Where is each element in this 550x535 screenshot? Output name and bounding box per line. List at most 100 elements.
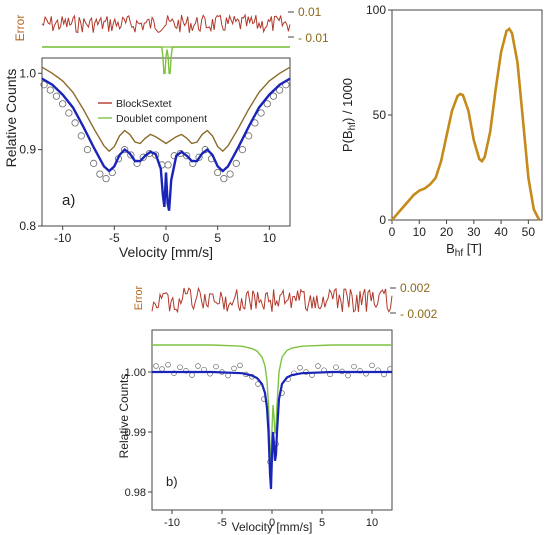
hf-ticks-x-tick-label: 20 [440,225,454,239]
panel-hf-xlabel: Bhf [T] [446,241,482,259]
panel-b-label: b) [166,474,178,489]
panel-b-error-tick-label-top: 0.002 [400,281,430,295]
panel-b-data-point [351,363,357,370]
panel-b-data-point [165,362,171,368]
panel-a-error-tick-label-top: 0.01 [298,5,322,19]
panel-b-data-point [255,381,261,387]
panel-a-error-strip: Error 0.01 - 0.01 [13,5,329,48]
a-ticks-y-tick-label: 0.8 [19,219,36,233]
b-ticks-y-tick-label: 1.00 [125,367,146,379]
panel-a-error-residuals [41,13,291,34]
hf-ticks-y-tick-label: 0 [379,213,386,227]
panel-a-data-point [127,151,135,159]
panel-a-data-point [65,109,73,117]
b-ticks-y-tick-label: 0.98 [125,487,146,499]
panel-a-doublet-line [42,46,290,75]
panel-b-data-point [315,363,321,369]
panel-a-data-point [102,175,110,183]
panel-a-data-point [238,146,247,154]
hf-ticks-x-tick-label: 50 [522,225,536,239]
panel-a-data-point [257,109,265,117]
panel-b-error-label: Error [133,285,145,310]
hf-ticks-x-tick-label: 30 [467,225,481,239]
panel-a-error-tick-label-bottom: - 0.01 [298,31,329,45]
panel-hf-xlabel-main: B [446,241,455,256]
b-ticks-x-tick-label: 5 [319,517,325,529]
panel-b-doublet-line [152,344,392,463]
panel-b-data-point [189,372,195,378]
panel-a: Error 0.01 - 0.01 -10 -5 0 5 10 0.8 0.9 1.0 Blo… [3,5,329,260]
panel-hf-ylabel: P(Bhf) / 1000 [340,78,358,152]
panel-a-sextet-line [41,66,291,153]
b-ticks-x-tick-label: 0 [269,517,275,529]
panel-b-data-point [213,363,219,370]
panel-a-ylabel: Relative Counts [3,69,19,168]
panel-a-data-point [59,100,67,108]
panel-b-data-point [177,364,183,370]
a-ticks-x-tick-label: 5 [214,231,221,245]
hf-ticks-x-tick-label: 40 [494,225,508,239]
hf-ticks-y-tick-label: 100 [366,3,386,17]
panel-a-legend: BlockSextet Doublet component [98,98,207,125]
panel-a-data-point [71,119,79,127]
b-ticks-x-tick-label: -5 [217,517,227,529]
panel-a-data-point [96,170,104,178]
panel-a-data-point [52,92,61,100]
panel-hf-ylabel-main: P(B [340,130,355,152]
panel-a-data-point [245,132,253,140]
panel-hf-distribution-line [391,27,541,221]
panel-a-data-point [220,175,228,183]
panel-b-data-point [183,368,189,374]
panel-a-data-points [40,81,290,183]
panel-hf-ticks: 0 10 20 30 40 50 0 50 100 [366,3,535,239]
panel-a-data-point [46,86,54,94]
panel-a-data-point [164,161,172,169]
panel-a-data-point [139,153,147,161]
panel-a-data-point [121,146,129,154]
panel-b-ticks: -10 -5 0 5 10 0.98 0.99 1.00 [125,367,379,529]
panel-a-error-label: Error [13,15,27,42]
panel-a-data-point [232,159,240,167]
panel-b-data-point [369,362,375,369]
a-ticks-x-tick-label: -5 [109,231,120,245]
a-ticks-x-tick-label: 10 [263,231,277,245]
panel-a-frame [41,57,291,227]
panel-a-data-point [226,170,234,178]
panel-b-data-point [333,364,339,370]
panel-b-data-point [297,365,303,371]
panel-b-data-point [159,366,165,372]
panel-b-fit-line [152,370,392,490]
panel-a-data-point [83,146,92,154]
panel-b-ylabel: Relative Counts [117,374,131,459]
panel-b-error-residuals [151,286,393,314]
panel-b-data-point [237,362,243,369]
b-ticks-x-tick-label: -10 [164,517,180,529]
b-ticks-x-tick-label: 10 [366,517,378,529]
a-ticks-x-tick-label: 0 [163,231,170,245]
panel-a-data-point [183,152,191,160]
a-ticks-y-tick-label: 0.9 [19,143,36,157]
panel-b-data-point [195,363,201,369]
panel-a-data-point [263,100,271,108]
panel-hf-frame [391,9,543,221]
panel-a-data-point [276,86,284,94]
panel-a-data-point [269,92,278,100]
legend-doublet-label: Doublet component [116,113,207,125]
panel-b-data-point [153,363,159,369]
b-ticks-y-tick-label: 0.99 [125,427,146,439]
panel-a-data-point [195,153,203,161]
hf-ticks-x-tick-label: 10 [413,225,427,239]
panel-a-ticks: -10 -5 0 5 10 0.8 0.9 1.0 [19,66,276,245]
a-ticks-x-tick-label: -10 [54,231,72,245]
legend-sextet-label: BlockSextet [116,98,172,110]
panel-b-data-point [345,372,351,379]
panel-a-xlabel: Velocity [mm/s] [119,244,213,260]
panel-b-data-point [225,372,231,379]
panel-b-data-point [231,365,237,372]
panel-b-error-tick-label-bottom: - 0.002 [400,307,438,321]
panel-a-data-point [77,132,85,140]
hf-ticks-x-tick-label: 0 [389,225,396,239]
panel-hf-ylabel-tail: ) / 1000 [340,78,355,122]
